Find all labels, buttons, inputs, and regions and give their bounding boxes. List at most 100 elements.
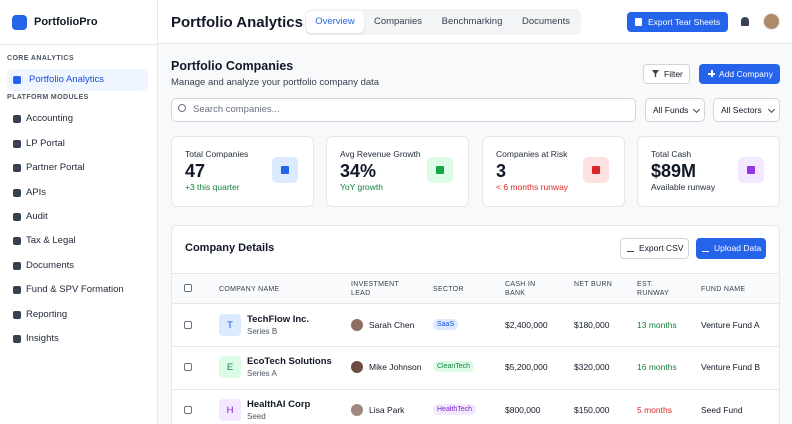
net-burn: $320,000 [574,362,610,372]
nav-icon [13,286,21,295]
add-button[interactable] [699,64,780,84]
company-name[interactable]: TechFlow Inc. [247,314,310,325]
company-stage: Series A [247,369,277,378]
section-title: Portfolio Companies [171,59,294,73]
csv-label: Export CSV [639,243,684,253]
nav-icon [13,213,21,221]
brand-name: PortfolioPro [34,16,98,28]
tab-active-bg [306,11,364,33]
export-button[interactable] [627,12,728,32]
sector-badge: HealthTech [433,404,477,415]
export-icon [635,18,642,26]
nav-item[interactable]: Documents [26,259,75,271]
investment-lead: Sarah Chen [369,320,415,330]
nav-item[interactable]: Fund & SPV Formation [26,284,124,296]
column-header: SECTOR [433,286,464,293]
column-header: INVESTMENT LEAD [351,281,399,298]
stat-value: 3 [496,161,507,181]
nav-item[interactable]: Reporting [26,308,68,320]
nav-item[interactable]: Accounting [26,113,74,125]
stat-icon [592,166,600,174]
company-name[interactable]: EcoTech Solutions [247,356,332,367]
checkbox[interactable] [184,406,192,414]
table-header-bg [172,273,779,304]
checkbox[interactable] [184,321,192,329]
sidebar [0,0,158,424]
company-initial: E [226,362,234,373]
company-stage: Seed [247,412,266,421]
bell-icon[interactable] [741,17,749,26]
nav-item[interactable]: Insights [26,333,59,344]
column-header: COMPANY NAME [219,286,280,293]
company-initial: H [226,405,234,416]
add-label: Add Company [719,69,773,79]
company-initial-bg [219,356,241,378]
column-header: EST. RUNWAY [637,281,670,298]
csv-button[interactable] [620,238,689,259]
nav-item[interactable]: Partner Portal [26,162,85,174]
company-stage: Series B [247,327,278,336]
company-initial: T [227,320,233,331]
company-initial-bg [219,314,241,336]
upload-label: Upload Data [714,243,762,253]
investment-lead: Mike Johnson [369,362,422,372]
stat-label: Total Cash [651,149,692,159]
stat-note: Available runway [651,182,716,192]
filter-button[interactable] [643,64,690,84]
tab[interactable]: Benchmarking [441,16,503,27]
section-title: PLATFORM MODULES [7,94,89,102]
sector-badge: CleanTech [433,361,475,372]
company-name[interactable]: HealthAI Corp [247,399,311,410]
sector-badge: SaaS [433,319,459,330]
lead-avatar [351,404,363,416]
nav-item[interactable]: APIs [26,186,47,198]
csv-icon [627,244,634,252]
nav-icon [13,188,21,197]
search-box[interactable] [171,98,636,122]
net-burn: $180,000 [574,320,610,330]
checkbox[interactable] [184,363,192,371]
tab[interactable]: Overview [315,16,355,27]
stat-note: +3 this quarter [185,182,240,192]
sidebar-divider [0,44,158,45]
stat-label: Avg Revenue Growth [340,149,421,159]
stat-icon [747,166,755,174]
avatar[interactable] [763,13,780,30]
nav-icon [13,335,21,343]
stat-label: Total Companies [185,149,249,159]
nav-icon [13,139,21,148]
column-header: CASH IN BANK [505,281,536,298]
section-title: CORE ANALYTICS [7,55,74,62]
nav-active-bg [7,69,148,91]
nav-item[interactable]: Portfolio Analytics [29,74,104,85]
stat-value: 34% [340,161,377,181]
page-title: Portfolio Analytics [171,14,303,31]
net-burn: $150,000 [574,405,610,415]
checkbox[interactable] [184,284,192,292]
stat-label: Companies at Risk [496,149,568,159]
est-runway: 5 months [637,405,672,415]
fund-name: Seed Fund [701,405,743,415]
stat-icon [436,166,444,174]
nav-item[interactable]: Tax & Legal [26,235,76,247]
add-icon-v [711,70,713,77]
select[interactable] [713,98,780,122]
select-label: All Funds [653,105,689,115]
tab[interactable]: Documents [521,16,571,27]
nav-item[interactable]: LP Portal [26,137,65,149]
nav-icon [13,310,21,319]
search-placeholder: Search companies... [193,104,280,115]
tab[interactable]: Companies [373,16,423,27]
upload-icon [702,244,709,252]
select[interactable] [645,98,705,122]
brand-logo [12,15,27,30]
filter-icon [652,70,659,77]
export-label: Export Tear Sheets [648,17,721,27]
fund-name: Venture Fund B [701,362,761,372]
stat-note: YoY growth [340,182,384,192]
nav-item[interactable]: Audit [26,211,48,222]
investment-lead: Lisa Park [369,405,405,415]
upload-button[interactable] [696,238,766,259]
lead-avatar [351,361,363,373]
